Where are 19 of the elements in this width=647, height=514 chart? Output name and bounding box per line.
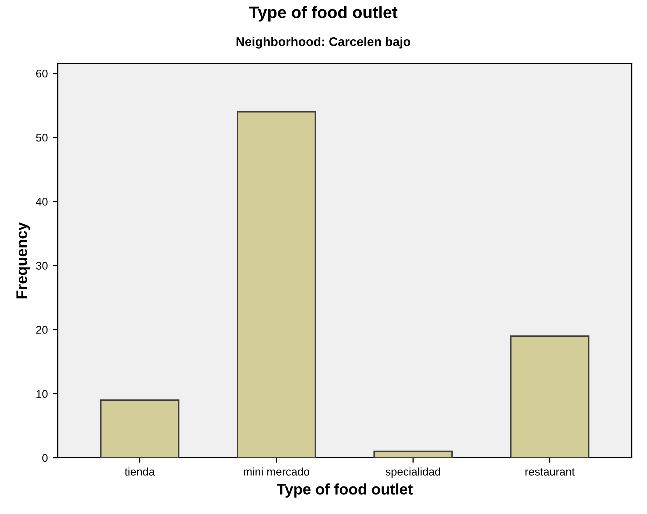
y-tick-label: 20 — [36, 326, 48, 334]
x-tick-label: specialidad — [386, 468, 440, 478]
bar — [510, 336, 590, 458]
y-tick-label: 60 — [36, 70, 48, 78]
bar — [374, 450, 453, 458]
y-tick-label: 50 — [36, 134, 48, 142]
y-tick-label: 10 — [36, 390, 48, 398]
y-tick-label: 0 — [42, 454, 48, 462]
x-tick-label: mini mercado — [244, 468, 310, 476]
bar — [100, 400, 180, 458]
y-axis-title: Frequency — [16, 222, 30, 299]
chart-subtitle: Neighborhood: Carcelen bajo — [236, 37, 411, 49]
y-tick-label: 40 — [36, 198, 48, 206]
bar — [237, 111, 316, 458]
x-axis-title: Type of food outlet — [277, 484, 413, 498]
x-tick-label: restaurant — [526, 468, 575, 476]
chart-title: Type of food outlet — [249, 6, 398, 22]
y-tick-label: 30 — [36, 262, 48, 270]
x-tick-label: tienda — [125, 468, 156, 476]
